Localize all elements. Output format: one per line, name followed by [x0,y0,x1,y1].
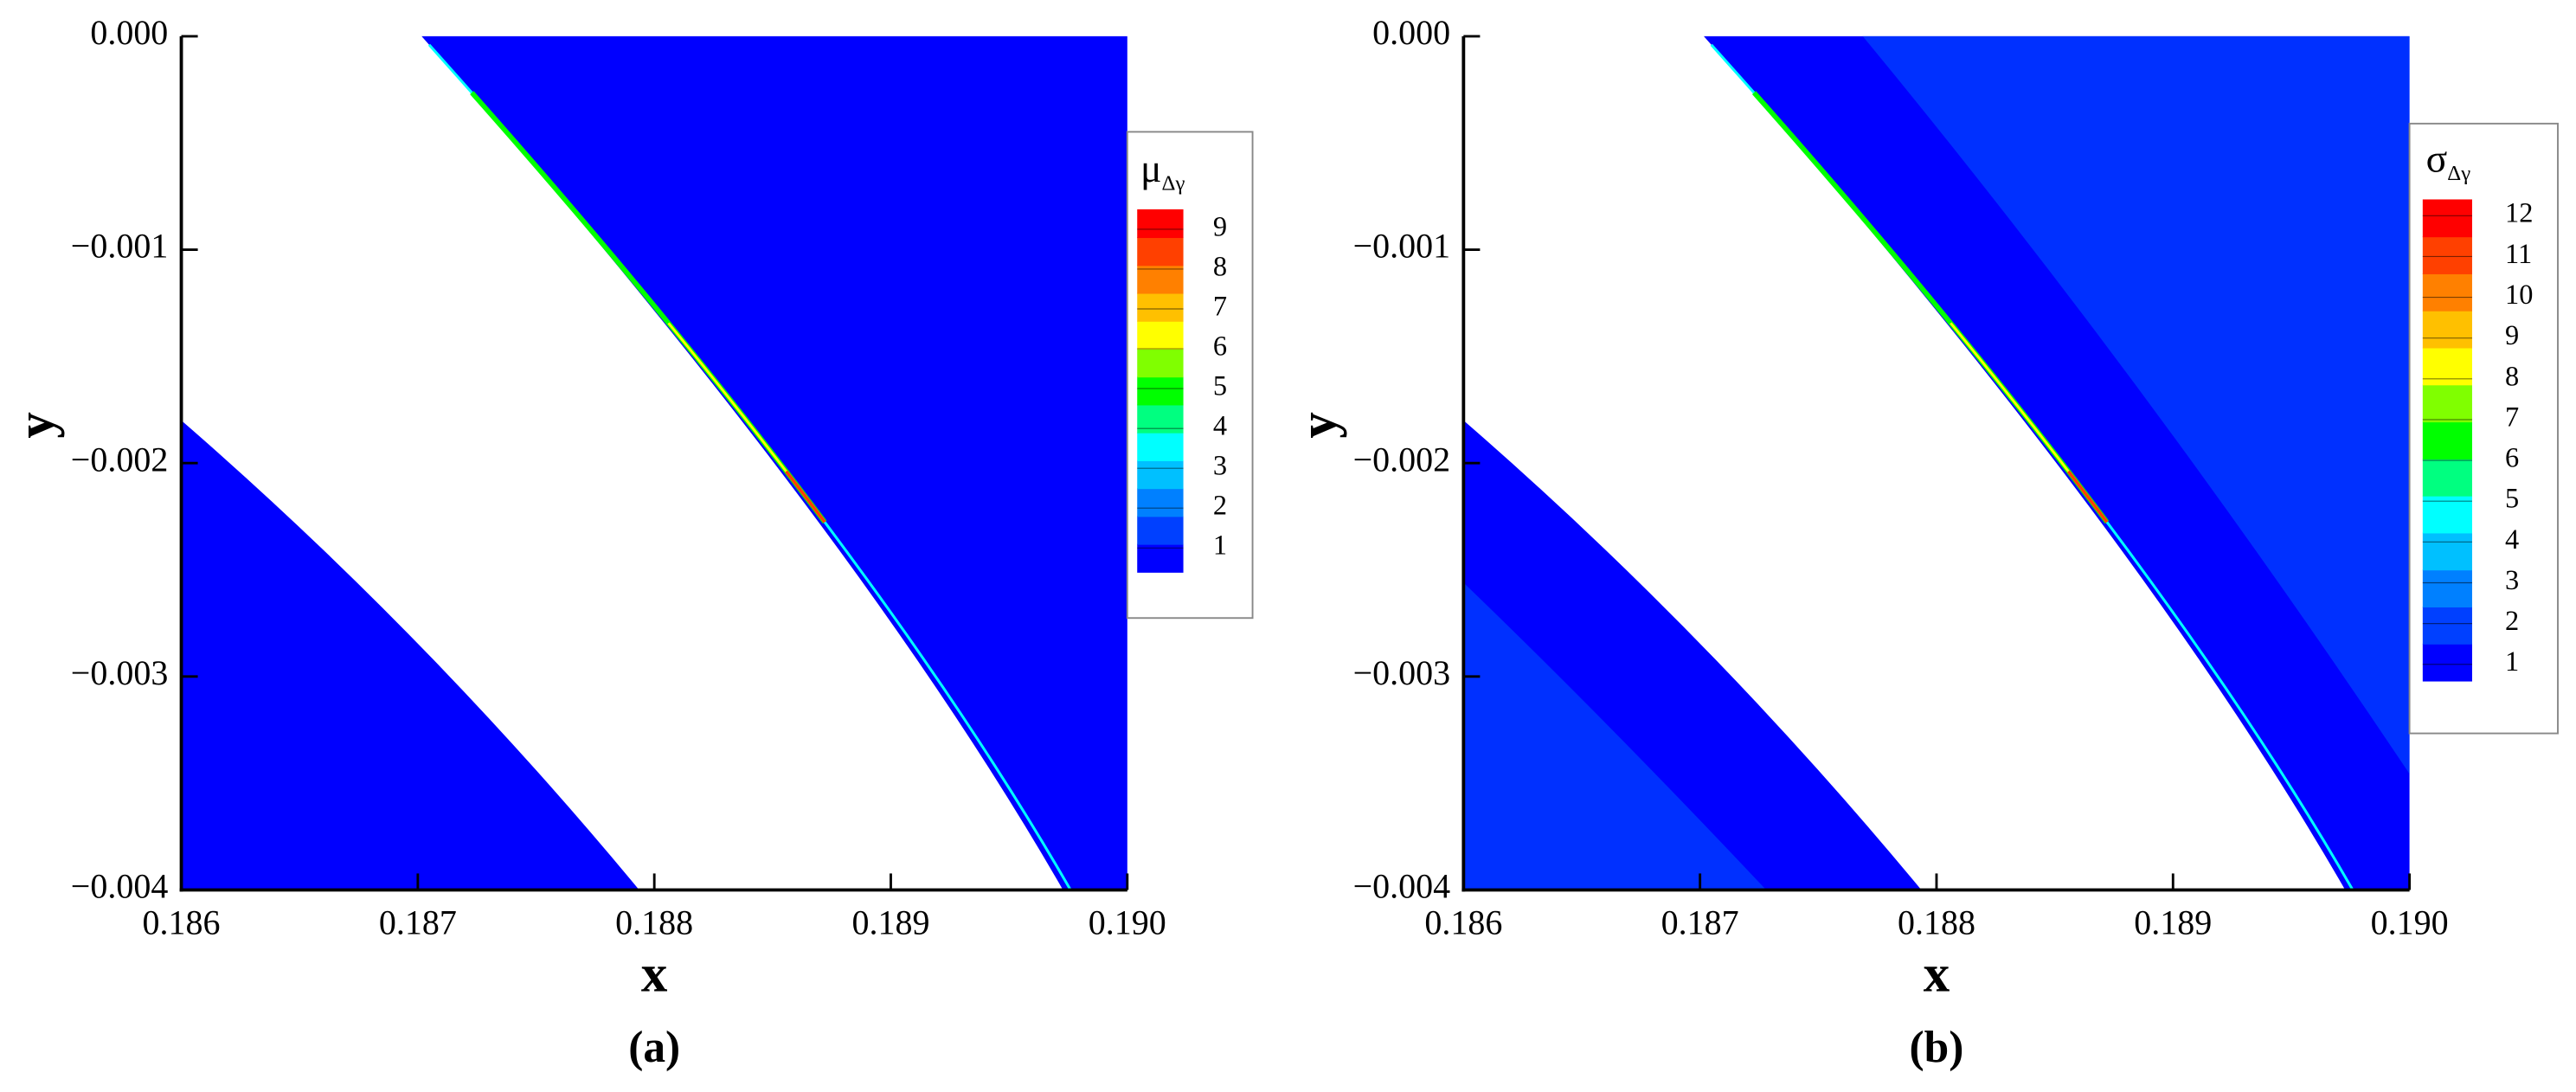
x-tick-label: 0.187 [1661,903,1739,942]
colorbar-band [1137,432,1184,461]
colorbar-title-symbol: σ [2426,137,2448,181]
colorbar-band [1137,404,1184,434]
field-region [1463,582,1767,890]
y-tick-label: −0.001 [71,227,169,266]
y-axis-label: y [8,412,66,438]
colorbar-tick-label: 9 [1213,211,1227,242]
colorbar-tick-label: 8 [1213,251,1227,282]
colorbar-title-subscript: Δγ [2447,162,2470,185]
colorbar-band [2422,643,2472,682]
colorbar-tick-label: 1 [2505,646,2519,678]
x-tick-label: 0.188 [1898,903,1975,942]
x-tick-label: 0.188 [615,903,693,942]
colorbar-band [2422,458,2472,497]
colorbar-tick-label: 5 [2505,484,2519,515]
y-tick-label: −0.002 [71,440,169,479]
streak [1950,322,2090,498]
colorbar-tick-label: 10 [2505,279,2533,311]
field-region [181,420,639,890]
field-region [421,35,1127,890]
streak [2066,470,2109,524]
colorbar-tick-label: 3 [1213,451,1227,482]
y-tick-label: 0.000 [1372,13,1450,52]
y-tick-label: −0.003 [71,653,169,692]
colorbar-tick-label: 3 [2505,565,2519,596]
colorbar-tick-label: 12 [2505,198,2533,229]
colorbar-band [1137,349,1184,378]
x-tick-label: 0.186 [1424,903,1502,942]
colorbar-tick-label: 2 [1213,491,1227,522]
x-axis-label: x [641,945,668,1003]
colorbar-tick-label: 9 [2505,320,2519,351]
colorbar-title-symbol: μ [1140,146,1162,190]
colorbar-tick-label: 6 [1213,331,1227,362]
colorbar-band [1137,459,1184,490]
colorbar-band [2422,199,2472,238]
colorbar-tick-label: 4 [2505,524,2519,556]
field-region [1862,35,2410,774]
streak [667,322,807,498]
colorbar-tick-label: 1 [1213,530,1227,562]
colorbar-band [1137,237,1184,267]
x-tick-label: 0.189 [2134,903,2212,942]
x-tick-label: 0.187 [379,903,457,942]
colorbar-band [2422,236,2472,274]
colorbar-tick-label: 8 [2505,361,2519,392]
x-tick-label: 0.186 [143,903,221,942]
y-axis-label: y [1289,412,1347,438]
streak [785,470,826,524]
y-tick-label: −0.002 [1353,440,1451,479]
colorbar-band [2422,569,2472,607]
colorbar-band [1137,292,1184,322]
colorbar-title: σΔγ [2426,137,2471,185]
colorbar-band [2422,421,2472,459]
x-tick-label: 0.190 [2371,903,2449,942]
colorbar-title-subscript: Δγ [1162,171,1185,195]
y-tick-label: −0.003 [1353,653,1451,692]
colorbar-band [2422,273,2472,312]
caption: (b) [1910,1023,1964,1072]
colorbar-band [1137,488,1184,517]
colorbar-band [2422,310,2472,349]
colorbar-band [1137,320,1184,350]
colorbar-band [2422,495,2472,534]
colorbar-band [2422,347,2472,386]
y-tick-label: 0.000 [90,13,168,52]
caption: (a) [628,1023,680,1072]
colorbar-tick-label: 6 [2505,443,2519,474]
y-tick-label: −0.004 [71,867,169,906]
colorbar-band [1137,209,1184,239]
colorbar-tick-label: 7 [1213,291,1227,322]
colorbar-tick-label: 4 [1213,411,1227,442]
colorbar-band [1137,516,1184,545]
x-tick-label: 0.190 [1089,903,1166,942]
y-tick-label: −0.004 [1353,867,1451,906]
colorbar-band [2422,532,2472,571]
x-tick-label: 0.189 [852,903,930,942]
colorbar-band [1137,376,1184,406]
colorbar-band [1137,543,1184,573]
colorbar-band [1137,265,1184,294]
colorbar-tick-label: 2 [2505,606,2519,637]
colorbar-tick-label: 11 [2505,239,2532,270]
colorbar-band [2422,384,2472,423]
colorbar-tick-label: 7 [2505,401,2519,433]
colorbar-title: μΔγ [1140,146,1185,195]
x-axis-label: x [1924,945,1950,1003]
colorbar-tick-label: 5 [1213,371,1227,402]
y-tick-label: −0.001 [1353,227,1451,266]
colorbar-band [2422,607,2472,645]
